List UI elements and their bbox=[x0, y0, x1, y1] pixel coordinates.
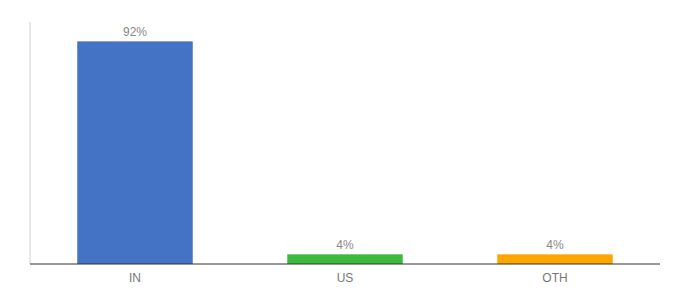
x-axis-line bbox=[30, 264, 660, 265]
x-tick-label: IN bbox=[129, 271, 141, 285]
data-label: 4% bbox=[546, 238, 564, 252]
y-axis-line bbox=[30, 22, 31, 264]
bars bbox=[77, 41, 613, 264]
data-label: 4% bbox=[336, 238, 354, 252]
bar bbox=[287, 254, 403, 264]
chart: 92% 4% 4% IN US OTH bbox=[0, 0, 680, 300]
data-label: 92% bbox=[123, 25, 147, 39]
x-tick-label: OTH bbox=[542, 271, 567, 285]
x-tick-label: US bbox=[337, 271, 354, 285]
bar bbox=[77, 41, 193, 264]
bar bbox=[497, 254, 613, 264]
chart-container: 92% 4% 4% IN US OTH bbox=[0, 0, 680, 300]
